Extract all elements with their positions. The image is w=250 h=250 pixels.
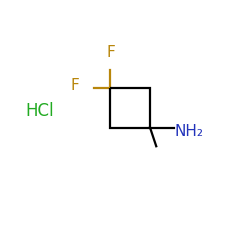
Text: F: F [70,78,79,92]
Text: HCl: HCl [25,102,54,120]
Text: NH₂: NH₂ [175,124,204,139]
Text: F: F [107,45,116,60]
